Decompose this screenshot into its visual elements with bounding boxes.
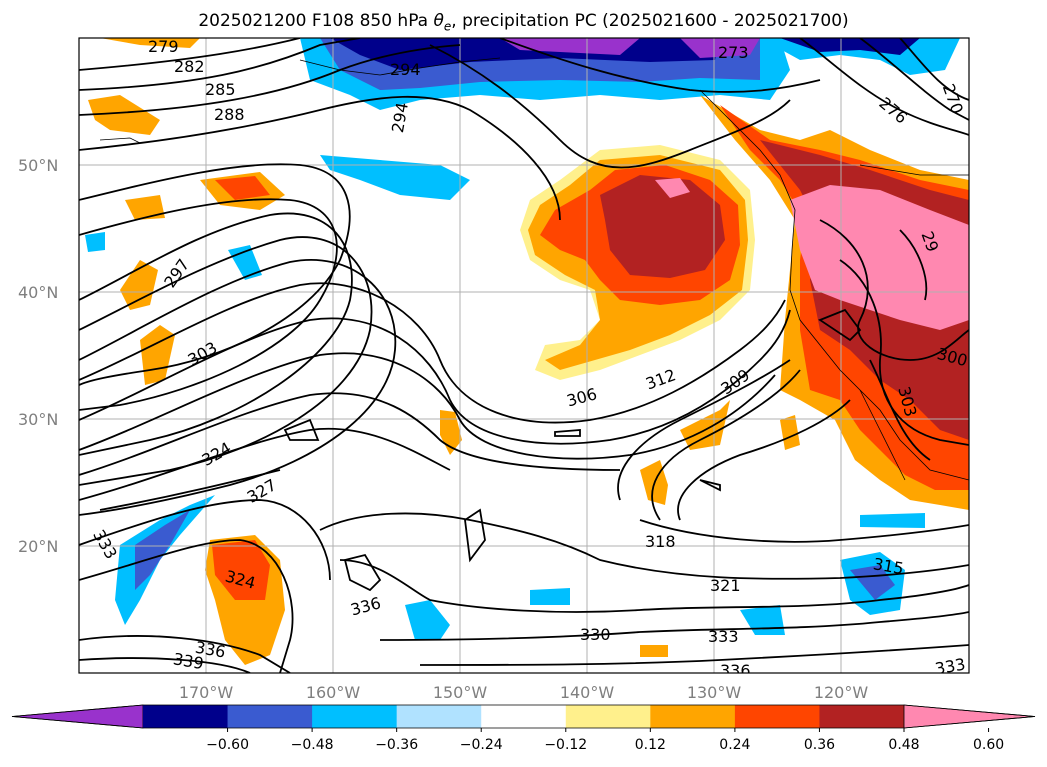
title-var: θ (433, 11, 444, 31)
contour-label: 321 (710, 576, 741, 595)
lat-label: 40°N (18, 283, 58, 302)
colorbar-segment (481, 705, 567, 728)
contour-label: 336 (720, 661, 751, 680)
lon-label: 140°W (560, 683, 615, 702)
lon-label: 130°W (687, 683, 742, 702)
precip-shading (85, 38, 969, 665)
colorbar-segment (227, 705, 313, 728)
colorbar-tick-label: 0.24 (719, 737, 750, 753)
lon-label: 120°W (814, 683, 869, 702)
colorbar-segment (565, 705, 651, 728)
colorbar-segment (734, 705, 820, 728)
contour-label: 288 (214, 105, 245, 124)
colorbar-segment (312, 705, 398, 728)
colorbar-segment (650, 705, 736, 728)
lat-label: 30°N (18, 410, 58, 429)
colorbar-tick-label: −0.36 (375, 737, 418, 753)
colorbar-segment (396, 705, 482, 728)
contour-label: 279 (148, 37, 179, 56)
colorbar-outline (11, 704, 1036, 729)
contour-label: 339 (172, 649, 205, 673)
colorbar-tick-label: 0.48 (888, 737, 919, 753)
lon-label: 170°W (179, 683, 234, 702)
title-level: 850 hPa (359, 11, 429, 31)
lat-labels: 50°N 40°N 30°N 20°N (18, 156, 58, 556)
colorbar-tick-label: −0.12 (544, 737, 587, 753)
colorbar-segment (819, 705, 905, 728)
colorbar-segment (143, 705, 229, 728)
contour-label: 318 (645, 532, 676, 551)
map-frame (78, 37, 970, 674)
title-forecast: F108 (311, 11, 355, 31)
colorbar-tick-label: −0.60 (206, 737, 249, 753)
graticule (79, 38, 969, 673)
title-run: 2025021200 (198, 11, 307, 31)
coastline (99, 57, 969, 481)
colorbar-tick-label: 0.36 (804, 737, 835, 753)
contour-label: 285 (205, 80, 236, 99)
contour-label: 333 (933, 654, 966, 678)
contour-label: 282 (174, 57, 205, 76)
colorbar-tick-label: 0.12 (635, 737, 666, 753)
lat-label: 50°N (18, 156, 58, 175)
title-rest: , precipitation PC (2025021600 - 2025021… (451, 11, 849, 31)
theta-e-contours (79, 38, 969, 673)
colorbar: −0.60 −0.48 −0.36 −0.24 −0.12 0.12 0.24 0.36 0.4… (11, 704, 1036, 753)
lon-labels: 170°W 160°W 150°W 140°W 130°W 120°W (179, 683, 869, 702)
contour-label: 294 (390, 60, 421, 79)
colorbar-tick-label: −0.48 (291, 737, 334, 753)
colorbar-tick-label: 0.60 (973, 737, 1004, 753)
contour-label: 333 (708, 627, 739, 646)
colorbar-extend-max (903, 704, 1036, 729)
lon-label: 160°W (306, 683, 361, 702)
plot-title: 2025021200 F108 850 hPa θe, precipitatio… (0, 11, 1047, 33)
contour-label: 330 (580, 625, 611, 644)
lat-label: 20°N (18, 537, 58, 556)
colorbar-tick-label: −0.24 (460, 737, 503, 753)
colorbar-extend-min (11, 704, 144, 729)
title-var-sub: e (443, 19, 452, 34)
map-area: 279 282 285 288 294 294 297 303 306 309 … (79, 37, 969, 680)
contour-label: 273 (718, 43, 749, 62)
lon-label: 150°W (433, 683, 488, 702)
